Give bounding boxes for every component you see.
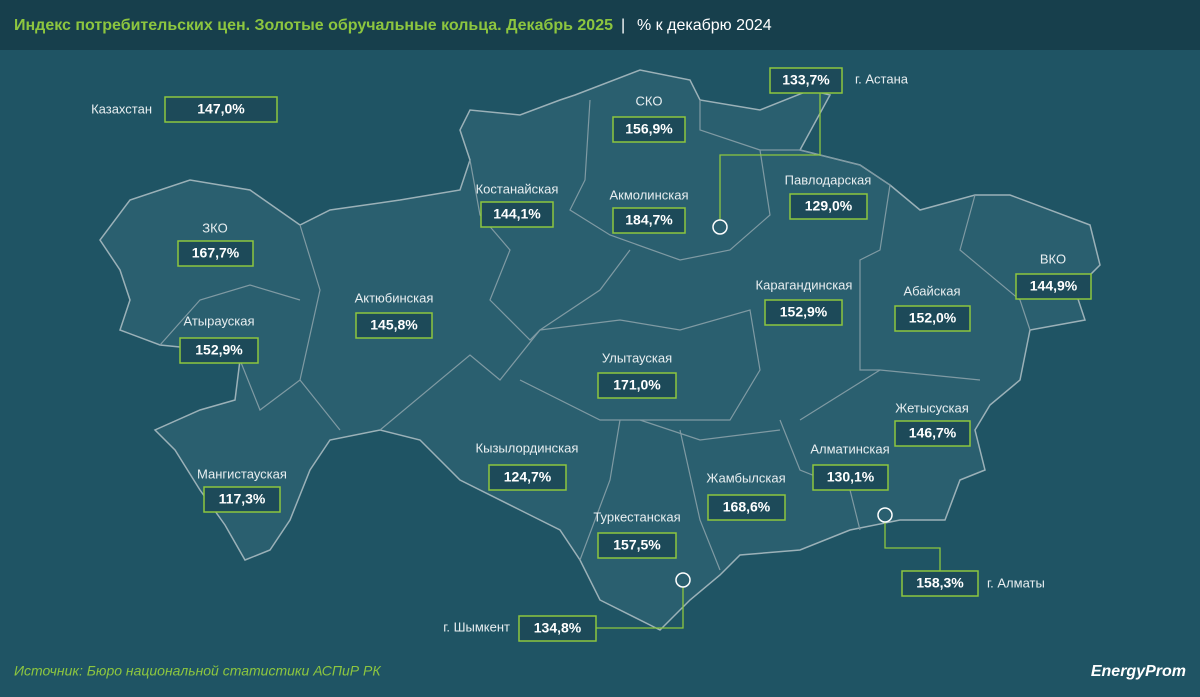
region-value: 152,9% (780, 304, 828, 320)
region-name: Атырауская (183, 313, 254, 328)
region-value: 152,9% (195, 342, 243, 358)
region-value: 124,7% (504, 469, 552, 485)
leader-lines (596, 93, 941, 629)
region-value: 144,1% (493, 206, 541, 222)
region-value: 133,7% (782, 72, 830, 88)
region-name: Улытауская (602, 350, 672, 365)
region-name: Костанайская (476, 181, 559, 196)
region-value: 184,7% (625, 212, 673, 228)
value-box (894, 420, 971, 447)
header-bar (0, 0, 1200, 50)
region-name: ЗКО (202, 220, 227, 235)
value-box (901, 570, 979, 597)
region-name: Актюбинская (355, 290, 434, 305)
region-value: 171,0% (613, 377, 661, 393)
region-name: г. Шымкент (443, 619, 510, 634)
region-value: 152,0% (909, 310, 957, 326)
region-value: 168,6% (723, 499, 771, 515)
region-name: Жамбылская (706, 470, 785, 485)
region-value: 167,7% (192, 245, 240, 261)
value-box (355, 312, 433, 339)
region-name: Алматинская (810, 441, 889, 456)
region-value: 117,3% (219, 491, 266, 507)
logo: EnergyProm (1091, 663, 1186, 680)
region-name: ВКО (1040, 251, 1066, 266)
region-name: Акмолинская (609, 187, 688, 202)
region-name: Туркестанская (593, 509, 680, 524)
value-box (518, 615, 597, 642)
region-name: Мангистауская (197, 466, 287, 481)
region-value: 157,5% (613, 537, 661, 553)
region-name: Казахстан (91, 101, 152, 116)
region-value: 134,8% (534, 620, 582, 636)
region-value: 146,7% (909, 425, 957, 441)
value-box (789, 193, 868, 220)
region-borders (159, 99, 1031, 571)
region-name: Карагандинская (756, 277, 853, 292)
region-value: 156,9% (625, 121, 673, 137)
region-value: 145,8% (370, 317, 418, 333)
region-value: 147,0% (197, 101, 245, 117)
region-value: 144,9% (1030, 278, 1078, 294)
region-name: Абайская (903, 283, 960, 298)
value-box (480, 201, 554, 228)
value-box (707, 494, 786, 521)
region-name: Кызылординская (476, 440, 579, 455)
region-name: Жетысуская (895, 400, 969, 415)
value-box (812, 464, 889, 491)
value-box (597, 532, 677, 559)
region-value: 129,0% (805, 198, 853, 214)
separator: | (621, 17, 625, 34)
region-name: г. Алматы (987, 575, 1045, 590)
value-box (764, 299, 843, 326)
value-box (1015, 273, 1092, 300)
value-box (488, 464, 567, 491)
subtitle: % к декабрю 2024 (637, 17, 772, 34)
value-box (177, 240, 254, 267)
region-name: СКО (636, 93, 663, 108)
source: Источник: Бюро национальной статистики А… (14, 663, 381, 679)
region-name: Павлодарская (785, 172, 872, 187)
title: Индекс потребительских цен. Золотые обру… (14, 17, 613, 34)
value-box (597, 372, 677, 399)
value-box (164, 96, 278, 123)
value-box (894, 305, 971, 332)
region-value: 130,1% (827, 469, 875, 485)
value-box (179, 337, 259, 364)
value-box (203, 486, 281, 513)
region-value: 158,3% (916, 575, 964, 591)
value-box (612, 207, 686, 234)
region-name: г. Астана (855, 71, 909, 86)
value-box (612, 116, 686, 143)
value-box (769, 67, 843, 94)
